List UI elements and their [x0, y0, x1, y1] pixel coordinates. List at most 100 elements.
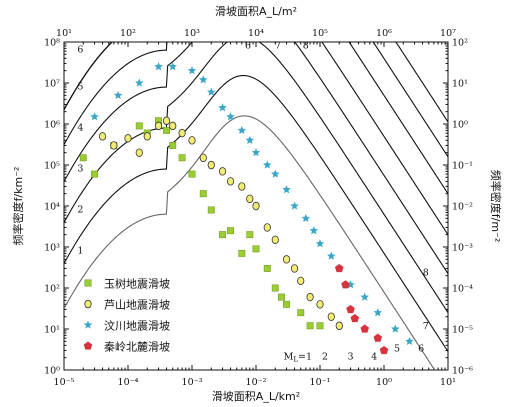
- data-point: [252, 201, 260, 211]
- data-point: [178, 154, 186, 162]
- data-point: [251, 148, 261, 157]
- data-point: [271, 284, 279, 292]
- right-tick-label: 10⁻¹: [452, 161, 473, 172]
- data-point: [306, 292, 314, 302]
- axis-labels: 10⁻⁵ 10⁻⁴ 10⁻³ 10⁻² 10⁻¹ 10⁰ 10¹ 10¹ 10² 10³ 10⁴ 10…: [11, 5, 503, 403]
- top-tick-label: 10⁷: [440, 28, 456, 39]
- series-3: [90, 62, 414, 345]
- reference-curve-8: [64, 42, 448, 123]
- curve-top-label: 7: [275, 40, 281, 51]
- legend-entry: 玉树地震滑坡: [104, 277, 170, 291]
- data-point: [301, 213, 311, 222]
- series-4: [334, 263, 389, 355]
- right-tick-label: 10⁻⁵: [452, 325, 473, 336]
- legend-entry: 芦山地震滑坡: [104, 299, 170, 312]
- right-tick-label: 10⁻³: [452, 243, 473, 254]
- data-point: [341, 280, 350, 289]
- bottom-tick-label: 10⁻²: [246, 377, 267, 388]
- curve-left-label: 6: [77, 45, 83, 56]
- curve-right-label: 6: [418, 344, 424, 355]
- curve-left-label: 2: [77, 204, 83, 215]
- bottom-tick-label: 10⁻⁵: [54, 377, 75, 388]
- data-point: [309, 226, 319, 235]
- top-tick-label: 10⁶: [376, 28, 392, 39]
- data-point: [327, 312, 335, 321]
- data-point: [135, 122, 143, 130]
- data-point: [90, 112, 99, 121]
- data-point: [278, 293, 285, 301]
- curve-right-label: 7: [423, 321, 429, 332]
- data-point: [316, 300, 324, 309]
- left-tick-label: 10²: [44, 284, 60, 295]
- data-point: [379, 345, 389, 355]
- data-point: [316, 322, 324, 330]
- data-point: [198, 75, 208, 84]
- curve-left-label: 4: [77, 122, 83, 133]
- bottom-tick-label: 10¹: [440, 377, 456, 388]
- data-point: [168, 62, 178, 71]
- tick-layer: [63, 41, 449, 371]
- right-tick-label: 10⁻⁴: [452, 284, 473, 295]
- data-point: [113, 90, 123, 99]
- curve-left-label: 5: [77, 81, 83, 92]
- legend-marker: [83, 320, 93, 329]
- top-tick-label: 10⁵: [312, 28, 328, 39]
- data-point: [169, 121, 177, 131]
- data-point: [162, 116, 171, 125]
- data-point: [91, 170, 98, 178]
- ml-value: =1: [298, 352, 312, 363]
- left-tick-label: 10⁰: [44, 366, 60, 377]
- data-point: [360, 324, 370, 333]
- legend-entry: 汶川地震滑坡: [104, 319, 170, 333]
- data-point: [297, 309, 305, 317]
- data-point: [334, 263, 344, 273]
- data-point: [270, 169, 280, 178]
- right-tick-label: 10⁰: [452, 120, 468, 131]
- left-tick-label: 10⁴: [44, 202, 60, 213]
- data-series: [79, 62, 414, 355]
- data-point: [263, 264, 271, 272]
- data-point: [98, 132, 107, 141]
- bottom-axis-label: 滑坡面积A_L/km²: [212, 390, 300, 403]
- data-point: [282, 255, 291, 264]
- curve-right-label: 3: [348, 352, 354, 363]
- data-point: [207, 160, 215, 170]
- top-axis-label: 滑坡面积A_L/m²: [215, 5, 297, 18]
- ml-prefix: M: [284, 352, 294, 363]
- data-point: [263, 223, 271, 232]
- data-point: [306, 322, 314, 330]
- curve-ml-label: ML=1: [284, 352, 312, 364]
- legend-marker: [84, 299, 92, 309]
- data-point: [373, 333, 383, 342]
- data-point: [282, 185, 291, 194]
- bottom-tick-label: 10⁻¹: [310, 377, 331, 388]
- data-point: [290, 201, 299, 210]
- legend-entry: 秦岭北麓滑坡: [104, 340, 170, 354]
- reference-curve-1: [64, 115, 436, 370]
- left-tick-label: 10⁵: [44, 161, 60, 172]
- curve-right-label: 8: [423, 268, 429, 279]
- left-tick-label: 10³: [44, 243, 60, 254]
- reference-curve-2: [64, 74, 448, 352]
- data-point: [297, 276, 305, 285]
- data-point: [206, 87, 216, 96]
- data-point: [199, 190, 207, 198]
- data-point: [405, 336, 414, 345]
- left-tick-label: 10¹: [44, 325, 60, 336]
- curve-left-label: 1: [77, 245, 83, 256]
- data-point: [335, 321, 343, 330]
- left-tick-label: 10⁷: [44, 79, 60, 90]
- curve-top-label: 8: [303, 40, 309, 51]
- data-point: [188, 136, 196, 145]
- right-tick-label: 10¹: [452, 79, 468, 90]
- right-tick-label: 10⁻²: [452, 202, 473, 213]
- top-tick-label: 10²: [120, 28, 136, 39]
- series-2: [98, 116, 343, 330]
- data-point: [135, 148, 143, 157]
- data-point: [350, 314, 360, 323]
- reference-curve-7: [64, 42, 448, 158]
- data-point: [110, 141, 118, 150]
